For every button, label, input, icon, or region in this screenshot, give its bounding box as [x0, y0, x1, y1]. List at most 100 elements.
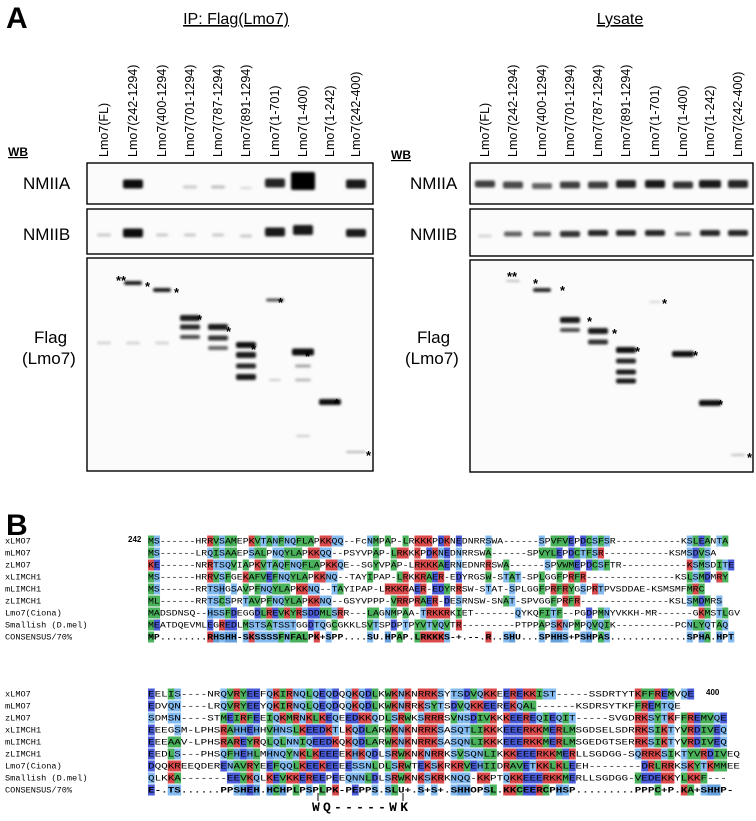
residue-bg	[242, 631, 249, 643]
residue-bg	[485, 571, 492, 583]
sequence: MS------RRTSHGSAVPFNQYLAPKKNQ--TAYIPAP-L…	[148, 584, 705, 594]
residue-bg	[266, 607, 273, 619]
residue-bg	[358, 760, 366, 772]
residue-bg	[372, 619, 380, 631]
residue-bg	[305, 688, 313, 700]
residue-bg	[301, 559, 309, 571]
band	[212, 233, 224, 237]
residue-bg	[417, 724, 425, 736]
residue-bg	[568, 595, 575, 607]
band	[560, 328, 580, 332]
residue-bg	[634, 736, 642, 748]
residue-bg	[325, 760, 333, 772]
residue-bg	[290, 535, 297, 547]
residue-shading	[148, 688, 695, 700]
residue-shading	[148, 559, 735, 571]
residue-bg	[299, 688, 307, 700]
residue-bg	[266, 631, 273, 643]
residue-bg	[319, 748, 326, 760]
residue-bg	[290, 559, 297, 571]
residue-bg	[301, 607, 309, 619]
residue-bg	[365, 760, 372, 772]
band	[645, 180, 665, 188]
residue-bg	[167, 784, 175, 796]
residue-bg	[384, 631, 391, 643]
residue-bg	[207, 559, 214, 571]
residue-bg	[272, 559, 279, 571]
residue-bg	[687, 688, 695, 700]
residue-bg	[707, 760, 714, 772]
residue-bg	[542, 724, 550, 736]
band	[155, 341, 169, 345]
residue-bg	[253, 712, 261, 724]
band	[700, 230, 720, 236]
residue-bg	[312, 736, 320, 748]
residue-bg	[698, 547, 705, 559]
band-marker: *	[197, 312, 203, 327]
residue-bg	[654, 712, 662, 724]
residue-bg	[299, 724, 307, 736]
residue-bg	[485, 631, 492, 643]
residue-bg	[470, 712, 478, 724]
residue-bg	[516, 700, 524, 712]
residue-bg	[404, 712, 412, 724]
residue-bg	[463, 724, 471, 736]
residue-bg	[483, 772, 491, 784]
residue-bg	[450, 760, 458, 772]
residue-bg	[365, 712, 372, 724]
residue-bg	[284, 595, 291, 607]
residue-bg	[463, 760, 471, 772]
residue-bg	[325, 559, 332, 571]
blot-frame	[86, 257, 374, 472]
residue-bg	[313, 571, 320, 583]
residue-bg	[603, 619, 610, 631]
residue-bg	[470, 724, 478, 736]
residue-bg	[647, 748, 655, 760]
residue-bg	[290, 619, 297, 631]
residue-bg	[305, 748, 313, 760]
residue-bg	[148, 559, 155, 571]
residue-bg	[444, 631, 451, 643]
residue-bg	[272, 631, 279, 643]
band	[616, 230, 636, 236]
residue-bg	[562, 595, 569, 607]
residue-bg	[397, 736, 405, 748]
residue-bg	[634, 688, 642, 700]
residue-bg	[522, 700, 530, 712]
residue-bg	[700, 784, 708, 796]
residue-bg	[278, 607, 285, 619]
residue-bg	[574, 619, 581, 631]
residue-bg	[503, 631, 510, 643]
residue-bg	[365, 736, 372, 748]
residue-bg	[226, 772, 234, 784]
residue-bg	[278, 631, 285, 643]
lane-label: Lmo7(242-1294)	[126, 65, 140, 157]
residue-bg	[556, 547, 563, 559]
residue-bg	[332, 736, 339, 748]
residue-bg	[224, 547, 232, 559]
residue-bg	[391, 712, 399, 724]
residue-bg	[503, 724, 510, 736]
residue-bg	[233, 736, 241, 748]
residue-bg	[325, 607, 332, 619]
sequence: DQQKREEQDERENAVRYEEFQQLKEEKEEEESSNLDLSRW…	[148, 761, 740, 771]
residue-bg	[700, 760, 708, 772]
residue-bg	[661, 772, 668, 784]
residue-bg	[174, 748, 182, 760]
residue-bg	[384, 535, 391, 547]
residue-bg	[397, 700, 405, 712]
residue-bg	[503, 736, 510, 748]
residue-shading	[148, 784, 721, 796]
residue-bg	[568, 559, 575, 571]
row-label: Flag	[34, 328, 67, 347]
residue-bg	[641, 712, 649, 724]
residue-bg	[279, 784, 287, 796]
band	[616, 378, 636, 384]
residue-bg	[266, 595, 273, 607]
residue-bg	[219, 535, 226, 547]
residue-bg	[700, 724, 708, 736]
band	[180, 324, 200, 330]
residue-bg	[242, 619, 249, 631]
residue-bg	[230, 583, 237, 595]
band-marker: *	[145, 279, 151, 294]
